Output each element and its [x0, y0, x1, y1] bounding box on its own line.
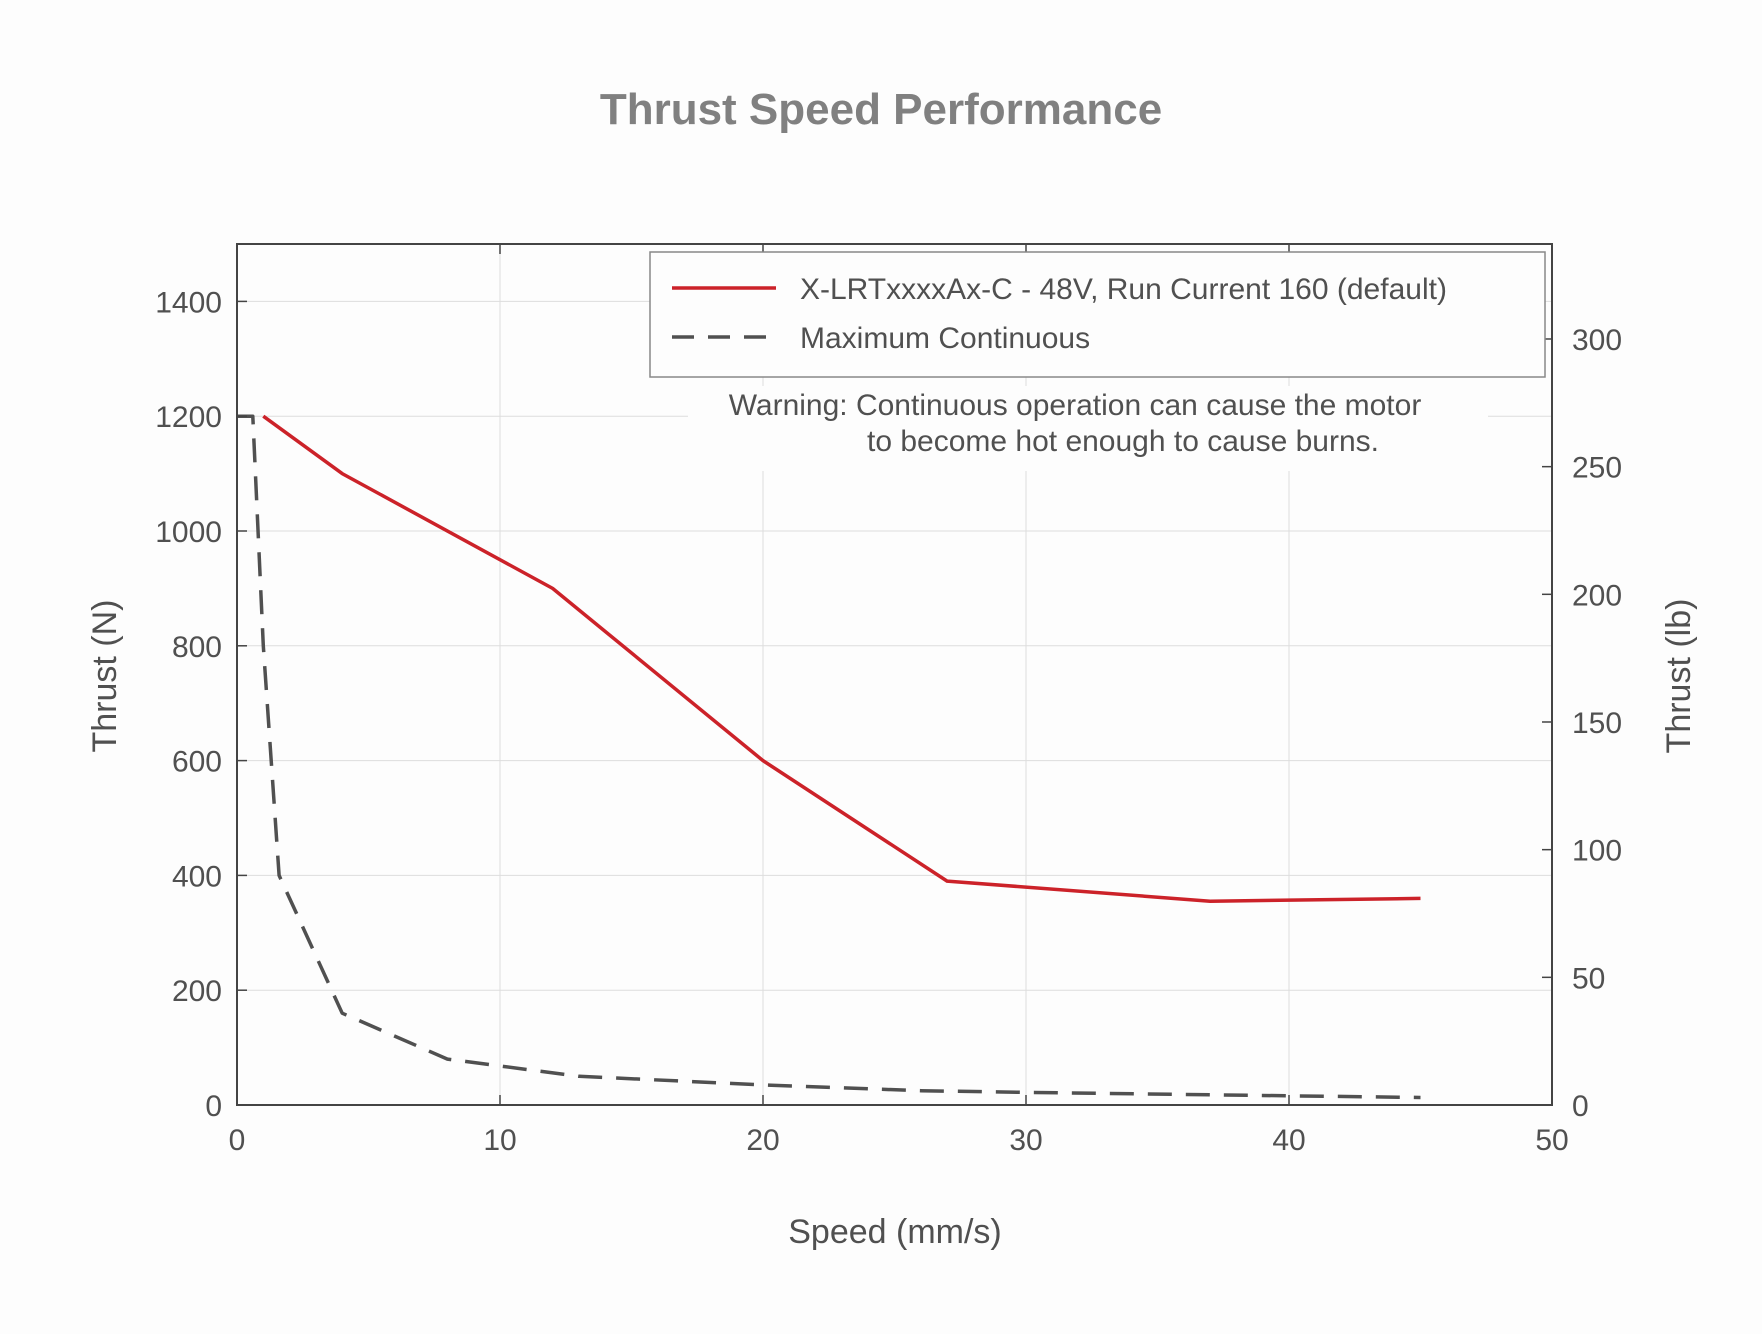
- annotation-background: [688, 386, 1488, 471]
- x-tick-label: 10: [483, 1124, 516, 1157]
- y-tick-label-right: 100: [1572, 835, 1622, 868]
- series-line-2: [237, 414, 1421, 1100]
- y-tick-label-left: 1000: [155, 516, 222, 549]
- y-tick-label-left: 0: [205, 1090, 222, 1123]
- chart-title: Thrust Speed Performance: [600, 85, 1162, 134]
- y-tick-label-right: 250: [1572, 452, 1622, 485]
- annotation-line-1: Warning: Continuous operation can cause …: [729, 389, 1422, 422]
- x-tick-label: 20: [746, 1124, 779, 1157]
- y-axis-label-right: Thrust (lb): [1660, 599, 1698, 754]
- y-tick-label-left: 1400: [155, 286, 222, 319]
- legend-label-series-2: Maximum Continuous: [800, 322, 1090, 355]
- y-tick-label-left: 600: [172, 746, 222, 779]
- y-tick-label-left: 400: [172, 860, 222, 893]
- y-tick-label-left: 800: [172, 631, 222, 664]
- y-tick-label-right: 300: [1572, 324, 1622, 357]
- x-tick-label: 30: [1009, 1124, 1042, 1157]
- ticks: 0 10 20 30 40 5002004006008001000120014000501…: [155, 244, 1622, 1157]
- x-tick-label: 50: [1535, 1124, 1568, 1157]
- annotation-line-2: to become hot enough to cause burns.: [867, 425, 1379, 458]
- y-axis-label-left: Thrust (N): [86, 600, 124, 753]
- y-tick-label-right: 50: [1572, 962, 1605, 995]
- x-axis-label: Speed (mm/s): [788, 1213, 1002, 1251]
- plot-frame: [236, 243, 1553, 1106]
- y-tick-label-right: 200: [1572, 579, 1622, 612]
- legend: X-LRTxxxxAx-C - 48V, Run Current 160 (de…: [649, 251, 1546, 378]
- y-tick-label-left: 1200: [155, 401, 222, 434]
- warning-annotation: Warning: Continuous operation can cause …: [688, 386, 1488, 471]
- x-tick-label: 40: [1272, 1124, 1305, 1157]
- series-layer: [237, 414, 1421, 1100]
- series-line-1: [262, 414, 1421, 903]
- legend-box: [649, 251, 1546, 378]
- y-tick-label-right: 0: [1572, 1090, 1589, 1123]
- y-tick-label-left: 200: [172, 975, 222, 1008]
- x-tick-label: 0: [229, 1124, 246, 1157]
- legend-label-series-1: X-LRTxxxxAx-C - 48V, Run Current 160 (de…: [800, 273, 1447, 306]
- y-tick-label-right: 150: [1572, 707, 1622, 740]
